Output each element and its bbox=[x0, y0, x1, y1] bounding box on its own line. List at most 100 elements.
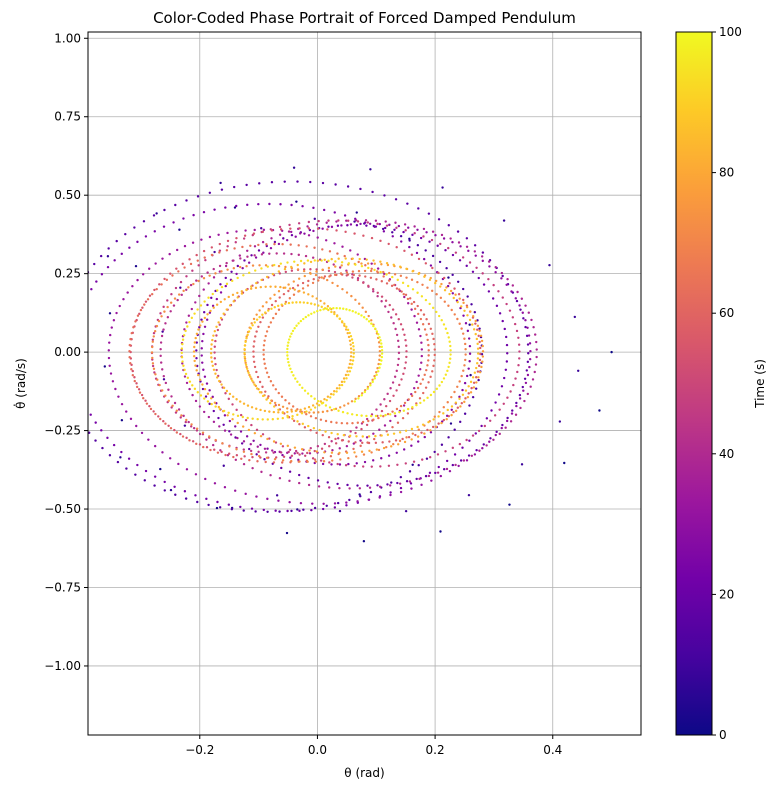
trajectory-point bbox=[464, 358, 467, 362]
trajectory-point bbox=[313, 303, 316, 306]
trajectory-point bbox=[135, 382, 138, 385]
trajectory-point bbox=[317, 219, 320, 223]
trajectory-point bbox=[321, 227, 324, 230]
trajectory-point bbox=[518, 304, 521, 307]
trajectory-point bbox=[222, 423, 225, 426]
trajectory-point bbox=[366, 441, 369, 444]
trajectory-point bbox=[210, 296, 213, 300]
trajectory-point bbox=[130, 363, 133, 367]
trajectory-point bbox=[399, 404, 403, 408]
trajectory-point bbox=[355, 435, 358, 438]
trajectory-point bbox=[191, 384, 194, 387]
trajectory-point bbox=[478, 358, 482, 362]
trajectory-point bbox=[434, 281, 437, 285]
trajectory-point bbox=[313, 506, 317, 510]
trajectory-point bbox=[313, 406, 317, 409]
trajectory-point bbox=[290, 509, 293, 513]
trajectory-point bbox=[141, 273, 145, 276]
trajectory-point bbox=[273, 457, 277, 461]
trajectory-point bbox=[241, 245, 244, 249]
trajectory-point bbox=[272, 316, 275, 320]
trajectory-point bbox=[311, 457, 315, 460]
trajectory-point bbox=[437, 465, 440, 469]
trajectory-point bbox=[465, 237, 469, 240]
trajectory-point bbox=[263, 458, 266, 461]
trajectory-point bbox=[252, 360, 256, 363]
trajectory-point bbox=[278, 296, 281, 299]
trajectory-point bbox=[529, 350, 532, 353]
trajectory-point bbox=[505, 302, 508, 306]
trajectory-point bbox=[74, 329, 76, 331]
trajectory-point bbox=[345, 271, 349, 274]
trajectory-point bbox=[420, 483, 423, 487]
trajectory-point bbox=[438, 410, 441, 414]
trajectory-point bbox=[200, 347, 203, 350]
trajectory-point bbox=[438, 260, 442, 264]
trajectory-point bbox=[197, 373, 200, 377]
trajectory-point bbox=[342, 433, 346, 437]
trajectory-point bbox=[243, 355, 246, 359]
trajectory-point bbox=[251, 264, 255, 267]
trajectory-point bbox=[476, 347, 480, 350]
trajectory-point bbox=[449, 289, 453, 293]
trajectory-point bbox=[211, 304, 215, 308]
trajectory-point bbox=[408, 245, 411, 249]
trajectory-point bbox=[158, 383, 161, 387]
trajectory-point bbox=[225, 249, 229, 252]
trajectory-point bbox=[321, 268, 324, 271]
trajectory-point bbox=[222, 464, 225, 467]
trajectory-point bbox=[274, 509, 277, 512]
trajectory-point bbox=[150, 351, 154, 354]
trajectory-point bbox=[248, 458, 251, 462]
trajectory-point bbox=[330, 431, 333, 435]
trajectory-point bbox=[246, 203, 249, 207]
trajectory-point bbox=[370, 465, 373, 468]
trajectory-point bbox=[188, 439, 191, 442]
trajectory-point bbox=[219, 181, 222, 185]
trajectory-point bbox=[246, 333, 249, 337]
trajectory-point bbox=[319, 459, 323, 462]
trajectory-point bbox=[255, 387, 259, 390]
trajectory-point bbox=[399, 323, 403, 326]
colorbar-tick-label: 100 bbox=[719, 25, 742, 39]
trajectory-point bbox=[465, 374, 469, 378]
trajectory-point bbox=[332, 306, 335, 310]
trajectory-point bbox=[444, 327, 448, 330]
trajectory-point bbox=[195, 369, 198, 372]
trajectory-point bbox=[448, 469, 452, 473]
trajectory-point bbox=[428, 240, 431, 243]
trajectory-point bbox=[481, 360, 484, 363]
trajectory-point bbox=[270, 237, 273, 240]
trajectory-point bbox=[338, 317, 341, 320]
x-tick-label: −0.2 bbox=[185, 743, 214, 757]
trajectory-point bbox=[336, 482, 339, 486]
trajectory-point bbox=[277, 391, 280, 395]
trajectory-point bbox=[467, 454, 471, 457]
trajectory-point bbox=[449, 237, 452, 240]
trajectory-point bbox=[298, 481, 301, 485]
trajectory-point bbox=[299, 501, 303, 505]
trajectory-point bbox=[336, 252, 339, 255]
trajectory-point bbox=[253, 228, 256, 232]
trajectory-point bbox=[211, 292, 214, 296]
trajectory-point bbox=[250, 406, 254, 409]
trajectory-point bbox=[356, 421, 359, 424]
trajectory-point bbox=[558, 420, 562, 423]
trajectory-point bbox=[377, 341, 381, 344]
trajectory-point bbox=[398, 482, 402, 485]
trajectory-point bbox=[243, 351, 246, 355]
trajectory-point bbox=[366, 262, 370, 265]
trajectory-point bbox=[330, 257, 333, 261]
trajectory-point bbox=[203, 375, 207, 378]
trajectory-point bbox=[199, 394, 203, 397]
trajectory-point bbox=[287, 341, 290, 344]
trajectory-point bbox=[404, 361, 407, 364]
trajectory-point bbox=[235, 448, 238, 451]
trajectory-point bbox=[306, 225, 309, 228]
trajectory-point bbox=[456, 317, 459, 321]
trajectory-point bbox=[419, 236, 423, 240]
trajectory-point bbox=[301, 422, 304, 426]
trajectory-point bbox=[317, 399, 320, 403]
